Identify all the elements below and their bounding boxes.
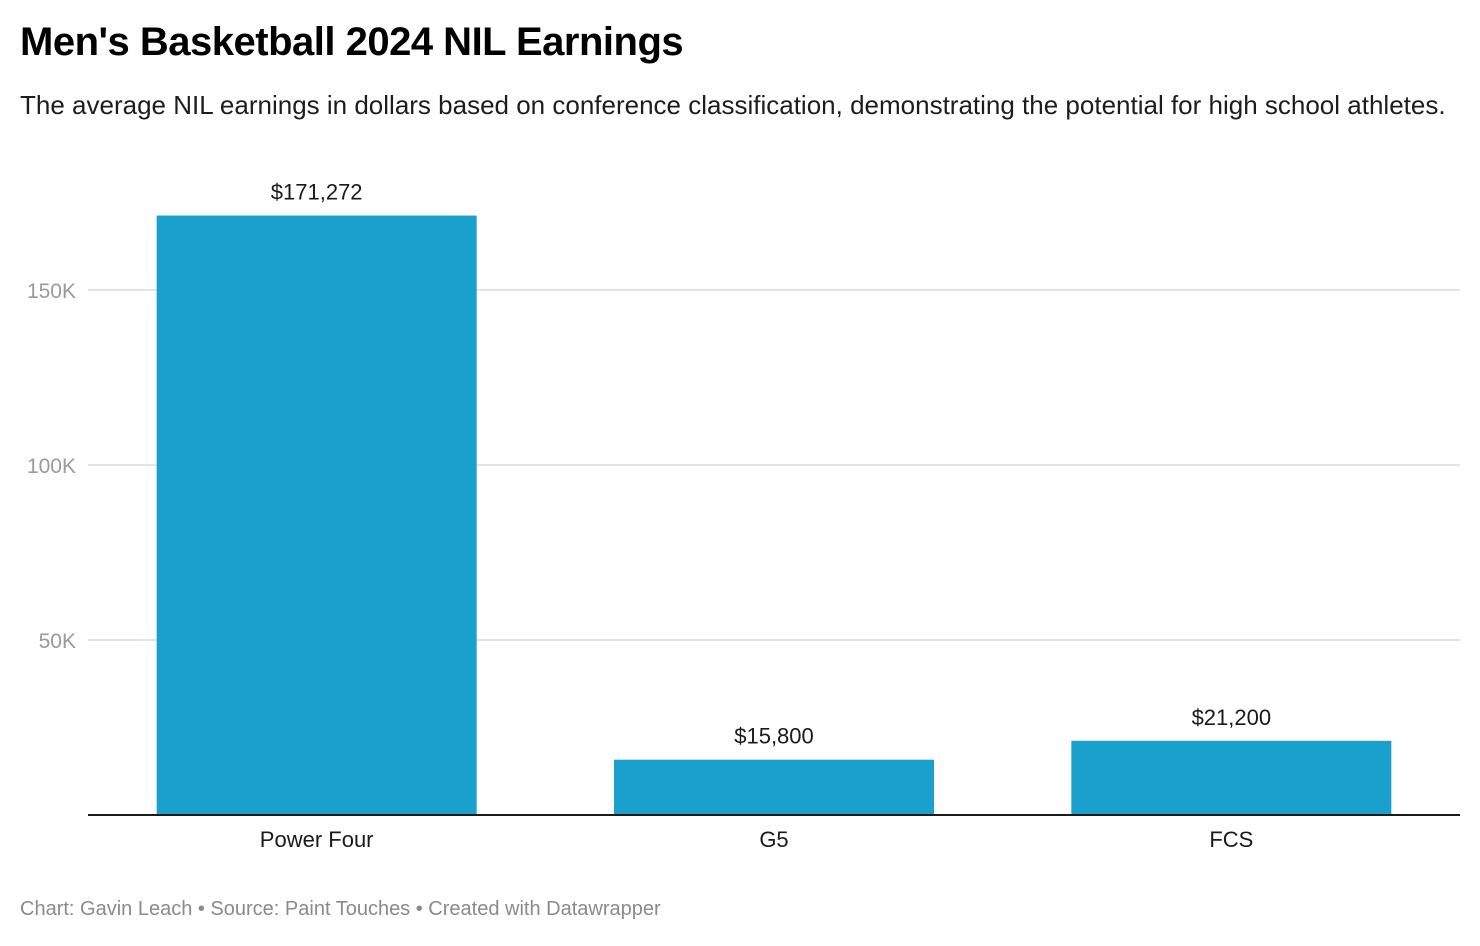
bar-value-label: $171,272 [271, 180, 363, 205]
chart-subtitle: The average NIL earnings in dollars base… [20, 90, 1446, 120]
value-labels: $171,272 $15,800 $21,200 [271, 180, 1271, 749]
x-category-label: G5 [759, 827, 788, 852]
chart-footer-credits: Chart: Gavin Leach • Source: Paint Touch… [20, 898, 661, 920]
y-axis-ticks: 50K 100K 150K [27, 280, 76, 653]
bar[interactable] [614, 759, 934, 815]
bar[interactable] [156, 215, 477, 816]
y-tick-label: 50K [39, 630, 76, 653]
bar[interactable] [1071, 740, 1392, 815]
y-tick-label: 150K [27, 280, 76, 303]
bar-value-label: $15,800 [734, 724, 814, 749]
bars [156, 215, 1392, 816]
y-tick-label: 100K [27, 455, 76, 478]
category-labels: Power Four G5 FCS [260, 827, 1254, 852]
x-category-label: FCS [1209, 827, 1253, 852]
chart-title: Men's Basketball 2024 NIL Earnings [20, 20, 684, 64]
bar-value-label: $21,200 [1192, 705, 1272, 730]
x-category-label: Power Four [260, 827, 374, 852]
